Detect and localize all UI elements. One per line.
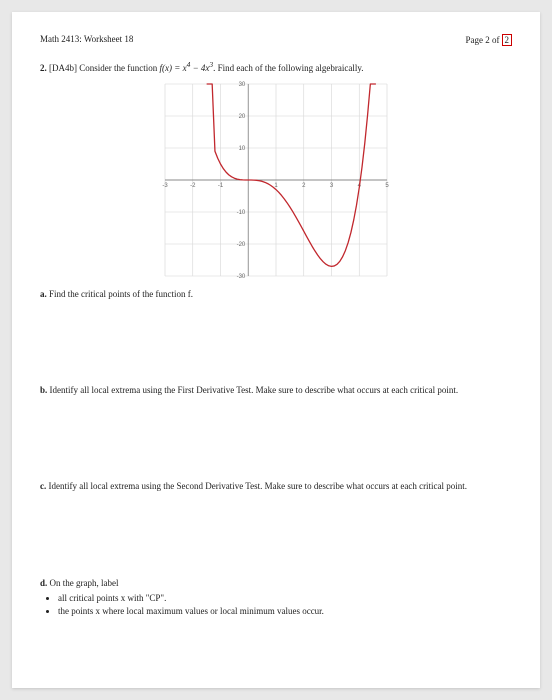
part-d-bullet-2: the points x where local maximum values … (58, 605, 512, 617)
svg-text:-30: -30 (237, 274, 246, 280)
header-right: Page 2 of 2 (466, 34, 513, 46)
spacer-b (40, 402, 512, 480)
part-b-label: b. (40, 385, 47, 395)
svg-text:10: 10 (239, 146, 246, 152)
page-header: Math 2413: Worksheet 18 Page 2 of 2 (40, 34, 512, 46)
part-d-bullets: all critical points x with "CP". the poi… (58, 592, 512, 617)
svg-text:30: 30 (239, 82, 246, 88)
svg-text:-20: -20 (237, 242, 246, 248)
part-d-text: On the graph, label (50, 578, 119, 588)
fn-mid: − 4x (190, 63, 209, 73)
part-c-label: c. (40, 481, 46, 491)
spacer-a (40, 306, 512, 384)
spacer-c (40, 499, 512, 577)
graph-container: -3-2-112345-30-20-10102030 (40, 80, 512, 280)
svg-text:3: 3 (330, 183, 334, 189)
worksheet-page: Math 2413: Worksheet 18 Page 2 of 2 2. [… (12, 12, 540, 688)
header-left: Math 2413: Worksheet 18 (40, 34, 133, 46)
problem-number: 2. (40, 63, 47, 73)
page-of-num: 2 (502, 34, 513, 46)
part-b: b. Identify all local extrema using the … (40, 384, 512, 396)
function-expr: f(x) = x4 − 4x3 (160, 63, 214, 73)
problem-statement: 2. [DA4b] Consider the function f(x) = x… (40, 60, 512, 74)
part-b-text: Identify all local extrema using the Fir… (50, 385, 459, 395)
svg-text:2: 2 (302, 183, 306, 189)
svg-text:-10: -10 (237, 210, 246, 216)
svg-text:20: 20 (239, 114, 246, 120)
page-of-text: Page 2 of (466, 35, 500, 45)
function-graph: -3-2-112345-30-20-10102030 (161, 80, 391, 280)
svg-text:5: 5 (385, 183, 389, 189)
problem-pretext: Consider the function (79, 63, 157, 73)
part-c: c. Identify all local extrema using the … (40, 480, 512, 492)
part-a-label: a. (40, 289, 47, 299)
part-c-text: Identify all local extrema using the Sec… (49, 481, 468, 491)
problem-post: Find each of the following algebraically… (218, 63, 364, 73)
svg-text:-3: -3 (162, 183, 168, 189)
part-d-bullet-1: all critical points x with "CP". (58, 592, 512, 604)
svg-text:-2: -2 (190, 183, 196, 189)
part-d: d. On the graph, label all critical poin… (40, 577, 512, 617)
fn-period: . (213, 63, 215, 73)
part-a-text: Find the critical points of the function… (49, 289, 193, 299)
part-d-label: d. (40, 578, 47, 588)
fn-lhs: f(x) = x (160, 63, 187, 73)
part-a: a. Find the critical points of the funct… (40, 288, 512, 300)
problem-tag: [DA4b] (49, 63, 77, 73)
svg-text:-1: -1 (218, 183, 224, 189)
